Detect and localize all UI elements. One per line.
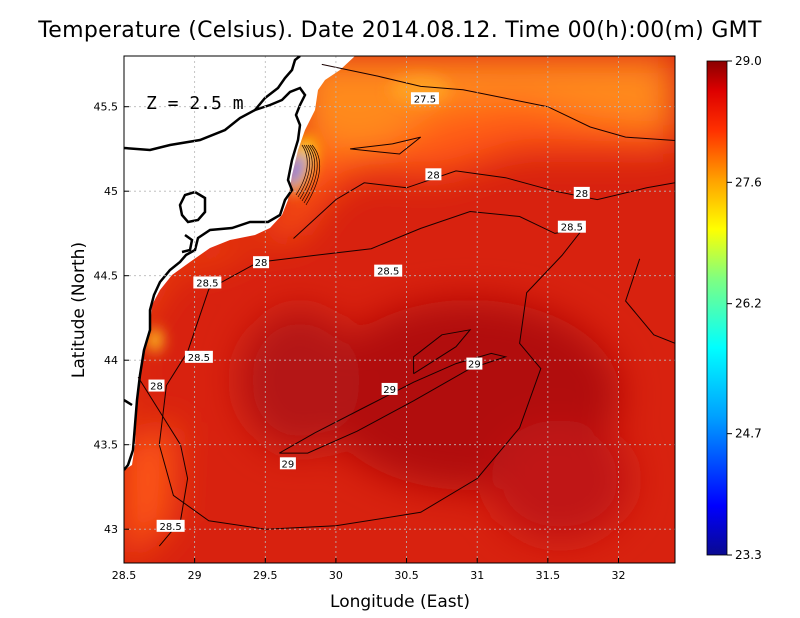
- y-tick-label: 44.5: [94, 270, 119, 283]
- y-tick-label: 43.5: [94, 439, 119, 452]
- lagoon-outline: [178, 190, 207, 224]
- contour-label-box: [410, 92, 439, 105]
- contour-label-box: [557, 220, 586, 233]
- contour-label-box: [253, 256, 270, 269]
- contour-label-box: [184, 350, 213, 363]
- contour-label: 28: [575, 189, 588, 200]
- x-tick-label: 32: [611, 569, 625, 582]
- contour-label-box: [466, 357, 483, 370]
- colorbar: 29.0 27.6 26.2 24.7 23.3: [706, 54, 762, 562]
- x-tick-label: 30.5: [394, 569, 419, 582]
- x-axis-label: Longitude (East): [330, 592, 470, 612]
- y-tick-label: 43: [104, 523, 118, 536]
- contour-label: 28: [427, 170, 440, 181]
- x-tick-label: 31.5: [536, 569, 561, 582]
- contour-label: 28.5: [377, 267, 399, 278]
- contour-label: 27.5: [414, 94, 436, 105]
- contour-line: [158, 210, 585, 530]
- contour-label-box: [193, 276, 222, 289]
- colorbar-tick-label: 26.2: [735, 297, 762, 311]
- y-tick-label: 45.5: [94, 101, 119, 114]
- colorbar-gradient: [706, 60, 728, 556]
- contour-line: [321, 63, 675, 141]
- colorbar-tick-label: 23.3: [735, 548, 762, 562]
- contour-line: [413, 329, 472, 375]
- contour-label-box: [148, 379, 165, 392]
- plot-frame: [123, 55, 676, 564]
- contour-label-box: [374, 264, 403, 277]
- y-axis-label: Latitude (North): [69, 242, 89, 378]
- contour-line: [295, 144, 308, 196]
- x-tick-label: 29: [188, 569, 202, 582]
- contour-label: 28: [255, 258, 268, 269]
- contour-label: 28: [150, 382, 163, 393]
- y-tick-label: 45: [104, 185, 118, 198]
- plot-area: 27.5 28 28 28.5 28 28.5 28.5 28.5 28 29 29 29 28.5 Z…: [124, 56, 675, 563]
- contour-label-box: [279, 457, 296, 470]
- land-area: [124, 56, 355, 470]
- x-tick-label: 29.5: [253, 569, 278, 582]
- contour-label: 29: [282, 459, 295, 470]
- bay-outline: [181, 233, 194, 254]
- contour-labels: 27.5 28 28 28.5 28 28.5 28.5 28.5 28 29 29 29 28.5: [148, 92, 590, 533]
- contour-line: [303, 144, 318, 204]
- contour-line: [625, 258, 675, 344]
- contour-line: [350, 136, 422, 155]
- contour-label: 29: [468, 360, 481, 371]
- contour-line: [297, 144, 311, 198]
- depth-label: Z = 2.5 m: [146, 93, 244, 114]
- contour-line: [305, 144, 321, 206]
- contour-label: 28.5: [561, 223, 583, 234]
- contour-label: 28.5: [188, 353, 210, 364]
- y-tick-label: 44: [104, 354, 118, 367]
- x-tick-label: 28.5: [112, 569, 137, 582]
- x-tick-label: 31: [470, 569, 484, 582]
- contour-label: 28.5: [159, 522, 181, 533]
- contour-line: [301, 144, 316, 202]
- x-tick-label: 30: [329, 569, 343, 582]
- chart-title: Temperature (Celsius). Date 2014.08.12. …: [38, 18, 762, 43]
- contour-label-box: [381, 382, 398, 395]
- contour-label-box: [156, 519, 185, 532]
- y-axis-ticks: 43 43.5 44 44.5 45 45.5: [94, 101, 129, 536]
- contour-label: 29: [383, 385, 396, 396]
- colorbar-tick-label: 29.0: [735, 54, 762, 68]
- contour-line: [299, 144, 313, 200]
- colorbar-tick-label: 27.6: [735, 175, 762, 189]
- contour-line: [279, 352, 508, 454]
- contour-label-box: [425, 168, 442, 181]
- contour-label-box: [573, 186, 590, 199]
- colorbar-tick-label: 24.7: [735, 427, 762, 441]
- contour-label: 28.5: [196, 278, 218, 289]
- coastline-south: [124, 398, 133, 407]
- x-axis-ticks: 28.5 29 29.5 30 30.5 31 31.5 32: [112, 558, 625, 582]
